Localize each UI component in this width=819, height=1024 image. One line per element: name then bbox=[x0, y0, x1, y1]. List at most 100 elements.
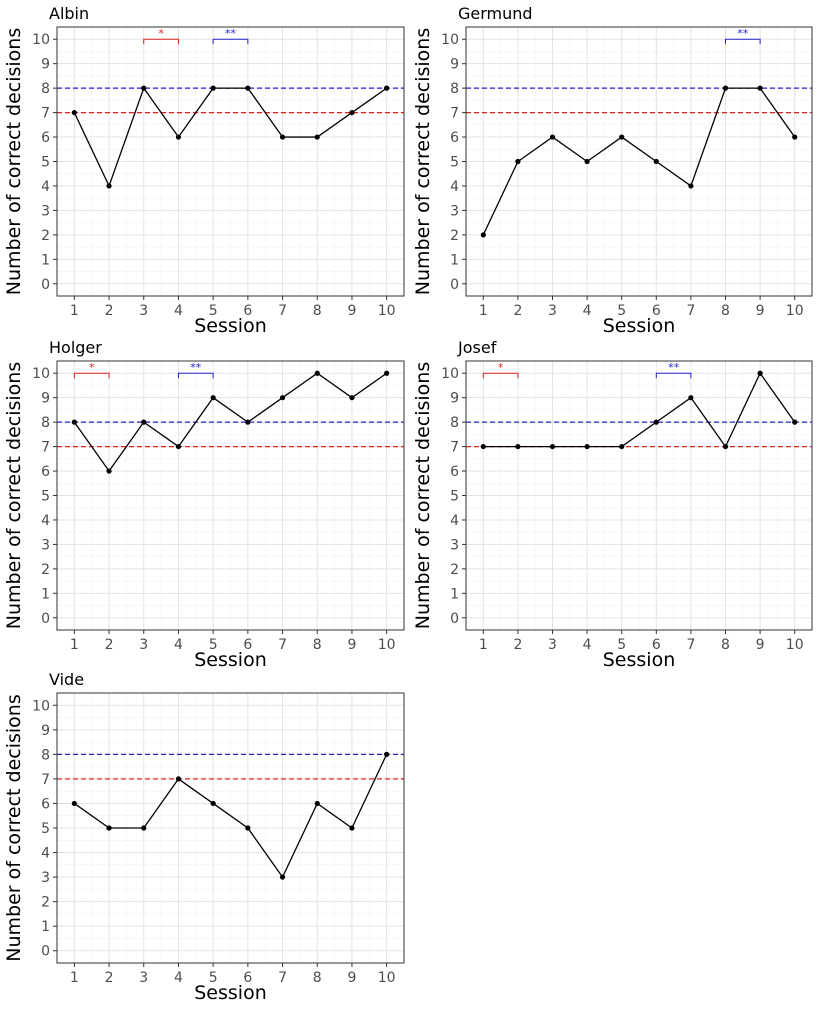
x-tick-label: 7 bbox=[278, 303, 287, 319]
significance-label: * bbox=[89, 361, 95, 374]
y-tick-label: 2 bbox=[41, 228, 50, 244]
data-point bbox=[314, 800, 320, 807]
x-tick-label: 5 bbox=[617, 637, 626, 653]
x-tick-label: 10 bbox=[786, 637, 804, 653]
y-tick-label: 9 bbox=[450, 57, 459, 73]
y-axis-label: Number of correct decisions bbox=[412, 28, 434, 296]
x-tick-label: 1 bbox=[479, 637, 488, 653]
panel-title: Germund bbox=[458, 4, 533, 23]
x-tick-label: 8 bbox=[313, 303, 322, 319]
panel-title: Vide bbox=[49, 670, 84, 689]
x-tick-label: 9 bbox=[756, 637, 765, 653]
y-tick-label: 10 bbox=[32, 366, 50, 382]
y-tick-label: 7 bbox=[41, 440, 50, 456]
data-point bbox=[279, 874, 286, 880]
panel-4: 0 1 2 3 4 5 6 7 8 9 10 1 2 3 4 5 6 7 8 9 10 Vide Session Number… bbox=[3, 670, 405, 1004]
data-point bbox=[175, 443, 182, 450]
data-point bbox=[210, 85, 216, 91]
y-tick-label: 3 bbox=[41, 870, 50, 886]
data-point bbox=[722, 443, 729, 450]
y-tick-label: 6 bbox=[41, 464, 50, 480]
x-tick-label: 8 bbox=[313, 970, 322, 986]
y-tick-label: 2 bbox=[450, 562, 459, 578]
series-line bbox=[73, 372, 388, 473]
y-tick-label: 5 bbox=[41, 489, 50, 505]
significance-bracket bbox=[177, 372, 214, 379]
x-tick-label: 4 bbox=[174, 970, 183, 986]
x-tick-label: 9 bbox=[756, 303, 765, 319]
y-tick-label: 5 bbox=[41, 821, 50, 837]
data-point bbox=[384, 751, 390, 757]
y-tick-label: 6 bbox=[41, 796, 50, 812]
y-tick-label: 0 bbox=[41, 944, 50, 960]
data-point bbox=[141, 825, 147, 831]
x-tick-label: 5 bbox=[209, 303, 218, 319]
y-tick-label: 2 bbox=[450, 228, 459, 244]
significance-bracket bbox=[73, 372, 110, 379]
x-tick-label: 1 bbox=[70, 303, 79, 319]
data-point bbox=[245, 825, 251, 831]
x-tick-label: 5 bbox=[209, 970, 218, 986]
data-point bbox=[210, 395, 216, 401]
y-tick-label: 1 bbox=[41, 252, 50, 268]
x-tick-label: 7 bbox=[686, 303, 695, 319]
x-tick-label: 2 bbox=[513, 637, 522, 653]
x-axis-label: Session bbox=[194, 982, 267, 1004]
y-tick-label: 1 bbox=[41, 586, 50, 602]
y-tick-label: 0 bbox=[450, 277, 459, 293]
y-tick-label: 8 bbox=[41, 415, 50, 431]
y-tick-label: 8 bbox=[450, 81, 459, 97]
y-tick-label: 8 bbox=[41, 81, 50, 97]
y-tick-label: 4 bbox=[41, 179, 50, 195]
data-point bbox=[549, 134, 556, 140]
significance-label: * bbox=[158, 27, 164, 40]
data-point bbox=[314, 370, 320, 376]
y-axis-label: Number of correct decisions bbox=[412, 362, 434, 630]
y-tick-label: 6 bbox=[41, 130, 50, 146]
y-tick-label: 7 bbox=[450, 440, 459, 456]
y-tick-label: 3 bbox=[41, 203, 50, 219]
x-tick-label: 9 bbox=[347, 970, 356, 986]
data-point bbox=[757, 85, 763, 91]
data-point bbox=[480, 232, 486, 238]
data-point bbox=[584, 158, 590, 165]
data-point bbox=[515, 443, 521, 450]
x-tick-label: 5 bbox=[209, 637, 218, 653]
x-tick-label: 10 bbox=[378, 970, 396, 986]
significance-label: * bbox=[498, 361, 504, 374]
x-tick-label: 6 bbox=[652, 637, 661, 653]
y-tick-label: 9 bbox=[450, 391, 459, 407]
x-tick-label: 2 bbox=[105, 970, 114, 986]
x-tick-label: 3 bbox=[139, 970, 148, 986]
data-point bbox=[792, 134, 798, 140]
y-tick-label: 6 bbox=[450, 464, 459, 480]
data-point bbox=[106, 825, 112, 831]
data-point bbox=[210, 800, 216, 807]
x-tick-label: 10 bbox=[378, 637, 396, 653]
data-point bbox=[384, 370, 390, 376]
y-tick-label: 7 bbox=[450, 106, 459, 122]
data-point bbox=[349, 825, 355, 831]
x-axis-label: Session bbox=[194, 649, 267, 671]
x-tick-label: 4 bbox=[583, 637, 592, 653]
data-point bbox=[71, 109, 77, 116]
y-tick-label: 4 bbox=[41, 846, 50, 862]
grid bbox=[57, 361, 404, 630]
y-tick-label: 5 bbox=[450, 489, 459, 505]
y-axis-label: Number of correct decisions bbox=[3, 28, 25, 296]
grid bbox=[57, 27, 404, 296]
x-tick-label: 9 bbox=[347, 637, 356, 653]
y-tick-label: 3 bbox=[450, 537, 459, 553]
significance-label: ** bbox=[225, 27, 237, 40]
data-point bbox=[106, 183, 112, 189]
series-line bbox=[73, 754, 388, 879]
y-tick-label: 3 bbox=[41, 537, 50, 553]
panel-title: Holger bbox=[49, 338, 102, 357]
data-point bbox=[349, 109, 355, 116]
y-tick-label: 8 bbox=[450, 415, 459, 431]
data-point bbox=[175, 134, 182, 140]
x-axis-label: Session bbox=[603, 315, 676, 337]
